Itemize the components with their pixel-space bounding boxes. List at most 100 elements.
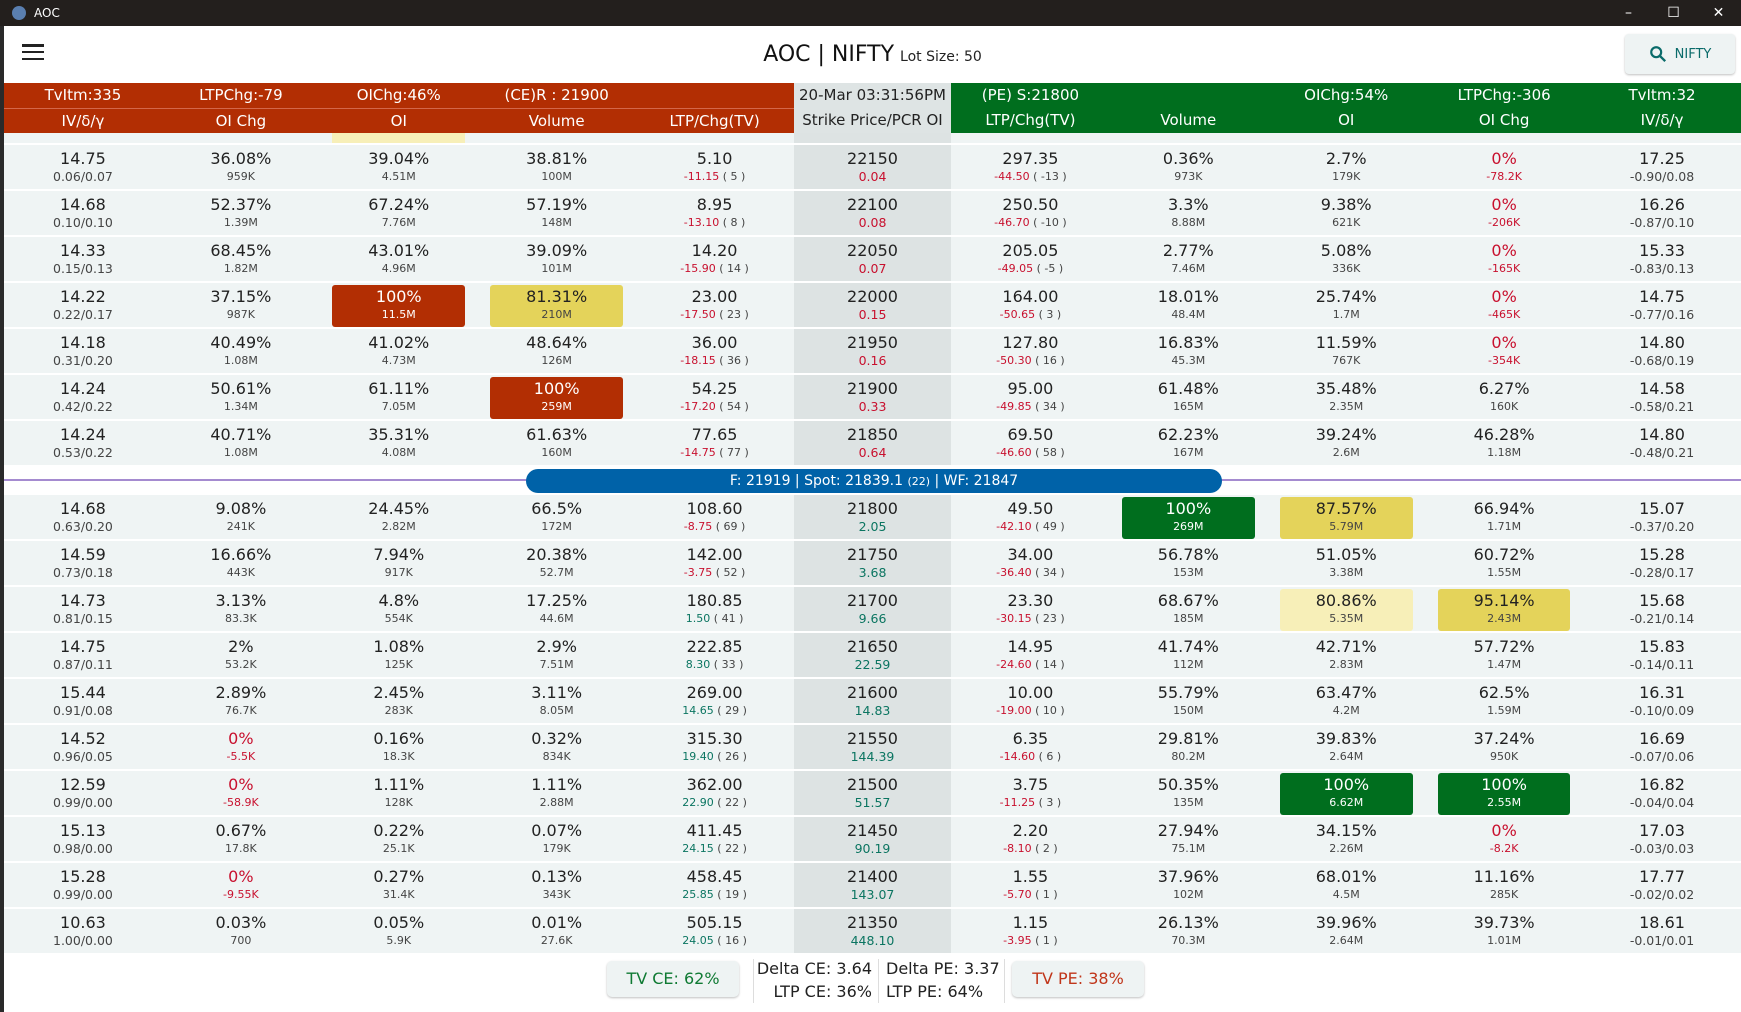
cell-ce-ltp[interactable]: -8.40 ( 3 ): [636, 133, 794, 143]
cell-ce-volume[interactable]: 3.11% 8.05M: [478, 679, 636, 723]
cell-ce-oi[interactable]: 61.11% 7.05M: [320, 375, 478, 419]
cell-strike[interactable]: 21600 14.83: [793, 679, 952, 723]
cell-pe-oichg[interactable]: 66.94% 1.71M: [1425, 495, 1583, 539]
cell-ce-volume[interactable]: 0.32% 834K: [478, 725, 636, 769]
cell-ce-ltp[interactable]: 180.85 1.50 ( 41 ): [636, 587, 794, 631]
cell-ce-iv[interactable]: 14.24 0.42/0.22: [4, 375, 162, 419]
cell-ce-ltp[interactable]: 8.95 -13.10 ( 8 ): [636, 191, 794, 235]
cell-pe-volume[interactable]: 56.78% 153M: [1109, 541, 1267, 585]
cell-pe-oichg[interactable]: 0% -8.2K: [1425, 817, 1583, 861]
cell-ce-oi[interactable]: 0.05% 5.9K: [320, 909, 478, 953]
cell-ce-oi[interactable]: 35.31% 4.08M: [320, 421, 478, 465]
cell-pe-iv[interactable]: 17.25 -0.90/0.08: [1583, 145, 1741, 189]
cell-pe-volume[interactable]: 3.56M: [1109, 133, 1267, 143]
cell-ce-oichg[interactable]: 52.37% 1.39M: [162, 191, 320, 235]
cell-ce-ltp[interactable]: 142.00 -3.75 ( 52 ): [636, 541, 794, 585]
cell-ce-volume[interactable]: 137M: [478, 133, 636, 143]
cell-pe-oichg[interactable]: -83.6K: [1425, 133, 1583, 143]
cell-ce-iv[interactable]: 15.13 0.98/0.00: [4, 817, 162, 861]
cell-ce-iv[interactable]: 12.59 0.99/0.00: [4, 771, 162, 815]
col-pe-volume[interactable]: Volume: [1109, 108, 1268, 134]
cell-pe-oi[interactable]: 35.48% 2.35M: [1267, 375, 1425, 419]
cell-strike[interactable]: 22150 0.04: [793, 145, 952, 189]
cell-pe-ltp[interactable]: 3.75 -11.25 ( 3 ): [951, 771, 1109, 815]
cell-pe-oi[interactable]: 68.01% 4.5M: [1267, 863, 1425, 907]
cell-pe-ltp[interactable]: 1.55 -5.70 ( 1 ): [951, 863, 1109, 907]
cell-ce-volume[interactable]: 48.64% 126M: [478, 329, 636, 373]
cell-pe-oi[interactable]: 80.86% 5.35M: [1267, 587, 1425, 631]
cell-pe-iv[interactable]: 14.75 -0.77/0.16: [1583, 283, 1741, 327]
cell-pe-ltp[interactable]: 164.00 -50.65 ( 3 ): [951, 283, 1109, 327]
cell-pe-oichg[interactable]: 0% -165K: [1425, 237, 1583, 281]
cell-ce-oi[interactable]: 0.16% 18.3K: [320, 725, 478, 769]
cell-pe-ltp[interactable]: 69.50 -46.60 ( 58 ): [951, 421, 1109, 465]
cell-strike[interactable]: 21650 22.59: [793, 633, 952, 677]
cell-ce-oi[interactable]: 4.8% 554K: [320, 587, 478, 631]
cell-pe-iv[interactable]: -0.94/0.06: [1583, 133, 1741, 143]
cell-strike[interactable]: 21550 144.39: [793, 725, 952, 769]
cell-pe-oi[interactable]: 39.96% 2.64M: [1267, 909, 1425, 953]
cell-ce-ltp[interactable]: 5.10 -11.15 ( 5 ): [636, 145, 794, 189]
cell-ce-oi[interactable]: 67.24% 7.76M: [320, 191, 478, 235]
cell-pe-volume[interactable]: 27.94% 75.1M: [1109, 817, 1267, 861]
col-ce-oi[interactable]: OI: [319, 108, 478, 134]
cell-ce-ltp[interactable]: 315.30 19.40 ( 26 ): [636, 725, 794, 769]
cell-pe-iv[interactable]: 15.07 -0.37/0.20: [1583, 495, 1741, 539]
cell-ce-iv[interactable]: 14.22 0.22/0.17: [4, 283, 162, 327]
cell-ce-ltp[interactable]: 14.20 -15.90 ( 14 ): [636, 237, 794, 281]
cell-pe-oichg[interactable]: 6.27% 160K: [1425, 375, 1583, 419]
cell-pe-oi[interactable]: 87.57% 5.79M: [1267, 495, 1425, 539]
cell-pe-volume[interactable]: 37.96% 102M: [1109, 863, 1267, 907]
col-ce-oichg[interactable]: OI Chg: [161, 108, 320, 134]
cell-pe-oichg[interactable]: 0% -78.2K: [1425, 145, 1583, 189]
cell-pe-oi[interactable]: 11.59% 767K: [1267, 329, 1425, 373]
cell-strike[interactable]: 21450 90.19: [793, 817, 952, 861]
cell-strike[interactable]: 22000 0.15: [793, 283, 952, 327]
cell-pe-volume[interactable]: 2.77% 7.46M: [1109, 237, 1267, 281]
cell-ce-oichg[interactable]: 40.49% 1.08M: [162, 329, 320, 373]
cell-pe-ltp[interactable]: 205.05 -49.05 ( -5 ): [951, 237, 1109, 281]
cell-pe-oichg[interactable]: 46.28% 1.18M: [1425, 421, 1583, 465]
cell-pe-iv[interactable]: 16.31 -0.10/0.09: [1583, 679, 1741, 723]
cell-strike[interactable]: 0.10: [793, 133, 952, 143]
cell-ce-volume[interactable]: 0.07% 179K: [478, 817, 636, 861]
cell-ce-oi[interactable]: 24.45% 2.82M: [320, 495, 478, 539]
cell-pe-iv[interactable]: 14.58 -0.58/0.21: [1583, 375, 1741, 419]
cell-pe-oi[interactable]: 34.15% 2.26M: [1267, 817, 1425, 861]
col-strike[interactable]: Strike Price/PCR OI: [793, 108, 952, 134]
cell-ce-oi[interactable]: 1.08% 125K: [320, 633, 478, 677]
cell-pe-oi[interactable]: 51.05% 3.38M: [1267, 541, 1425, 585]
cell-ce-volume[interactable]: 66.5% 172M: [478, 495, 636, 539]
cell-strike[interactable]: 21900 0.33: [793, 375, 952, 419]
cell-pe-volume[interactable]: 55.79% 150M: [1109, 679, 1267, 723]
cell-ce-ltp[interactable]: 411.45 24.15 ( 22 ): [636, 817, 794, 861]
cell-ce-oi[interactable]: 2.45% 283K: [320, 679, 478, 723]
cell-strike[interactable]: 21750 3.68: [793, 541, 952, 585]
cell-ce-oichg[interactable]: 37.15% 987K: [162, 283, 320, 327]
cell-pe-volume[interactable]: 3.3% 8.88M: [1109, 191, 1267, 235]
cell-ce-volume[interactable]: 0.13% 343K: [478, 863, 636, 907]
cell-ce-ltp[interactable]: 458.45 25.85 ( 19 ): [636, 863, 794, 907]
cell-pe-volume[interactable]: 29.81% 80.2M: [1109, 725, 1267, 769]
minimize-button[interactable]: –: [1625, 5, 1632, 21]
cell-strike[interactable]: 21850 0.64: [793, 421, 952, 465]
cell-pe-ltp[interactable]: 6.35 -14.60 ( 6 ): [951, 725, 1109, 769]
cell-pe-iv[interactable]: 14.80 -0.48/0.21: [1583, 421, 1741, 465]
cell-pe-volume[interactable]: 62.23% 167M: [1109, 421, 1267, 465]
cell-pe-ltp[interactable]: 34.00 -36.40 ( 34 ): [951, 541, 1109, 585]
cell-ce-oichg[interactable]: 16.66% 443K: [162, 541, 320, 585]
cell-ce-oi[interactable]: 43.01% 4.96M: [320, 237, 478, 281]
cell-pe-oichg[interactable]: 57.72% 1.47M: [1425, 633, 1583, 677]
tv-pe-button[interactable]: TV PE: 38%: [1012, 961, 1144, 997]
cell-ce-volume[interactable]: 61.63% 160M: [478, 421, 636, 465]
cell-pe-oi[interactable]: 39.83% 2.64M: [1267, 725, 1425, 769]
cell-pe-oi[interactable]: 5.08% 336K: [1267, 237, 1425, 281]
cell-ce-oi[interactable]: 39.04% 4.51M: [320, 145, 478, 189]
cell-ce-oi[interactable]: 8.77M: [320, 133, 478, 143]
cell-pe-oichg[interactable]: 0% -206K: [1425, 191, 1583, 235]
cell-ce-oichg[interactable]: 36.08% 959K: [162, 145, 320, 189]
cell-pe-oi[interactable]: 25.74% 1.7M: [1267, 283, 1425, 327]
cell-ce-iv[interactable]: 15.44 0.91/0.08: [4, 679, 162, 723]
cell-ce-iv[interactable]: 14.18 0.31/0.20: [4, 329, 162, 373]
cell-ce-oichg[interactable]: 0.03% 700: [162, 909, 320, 953]
